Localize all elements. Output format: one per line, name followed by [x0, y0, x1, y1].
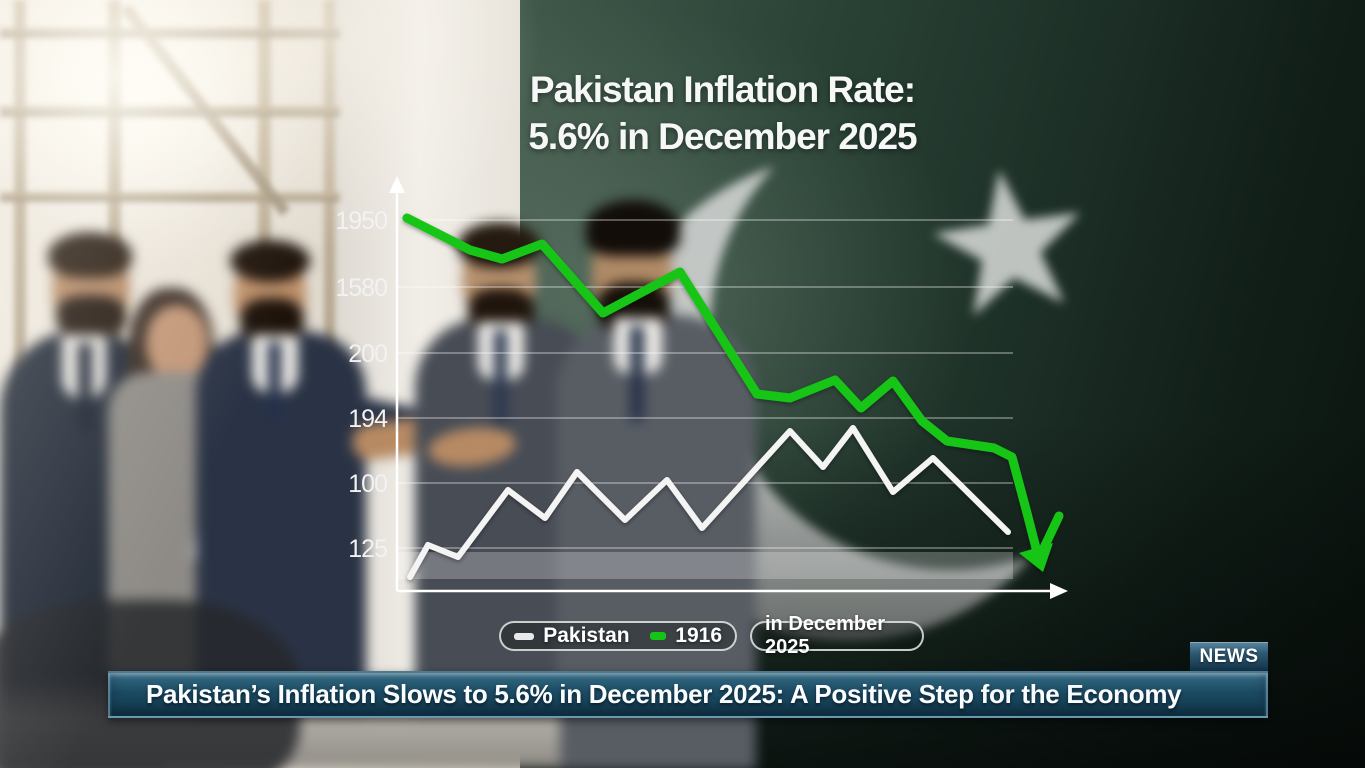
under-curve-band	[397, 552, 1013, 579]
headline-title: Pakistan Inflation Rate: 5.6% in Decembe…	[470, 66, 975, 160]
legend-label-1916: 1916	[675, 624, 722, 647]
chart-legend-series: Pakistan 1916	[499, 621, 737, 651]
y-tick-label: 1580	[335, 274, 387, 302]
title-line-1: Pakistan Inflation Rate:	[529, 69, 916, 110]
headline-banner-text: Pakistan’s Inflation Slows to 5.6% in De…	[146, 679, 1182, 709]
news-badge: NEWS	[1190, 642, 1268, 671]
legend-annotation-label: in December 2025	[765, 613, 886, 658]
green-series-swatch-icon	[649, 632, 667, 640]
chart-legend-annotation: in December 2025	[750, 613, 924, 658]
series-1916	[402, 213, 1064, 572]
y-tick-label: 1950	[335, 207, 387, 235]
y-tick-label: 194	[348, 405, 388, 433]
headline-banner: Pakistan’s Inflation Slows to 5.6% in De…	[108, 671, 1268, 718]
title-line-2: 5.6% in December 2025	[528, 116, 917, 157]
y-tick-label: 200	[348, 340, 387, 368]
pakistan-series-swatch-icon	[514, 632, 535, 640]
y-tick-label: 100	[348, 470, 387, 498]
legend-label-pakistan: Pakistan	[543, 624, 630, 647]
x-axis-arrow-icon	[1050, 583, 1068, 599]
y-axis-arrow-icon	[389, 176, 405, 193]
y-tick-label: 125	[348, 535, 387, 563]
